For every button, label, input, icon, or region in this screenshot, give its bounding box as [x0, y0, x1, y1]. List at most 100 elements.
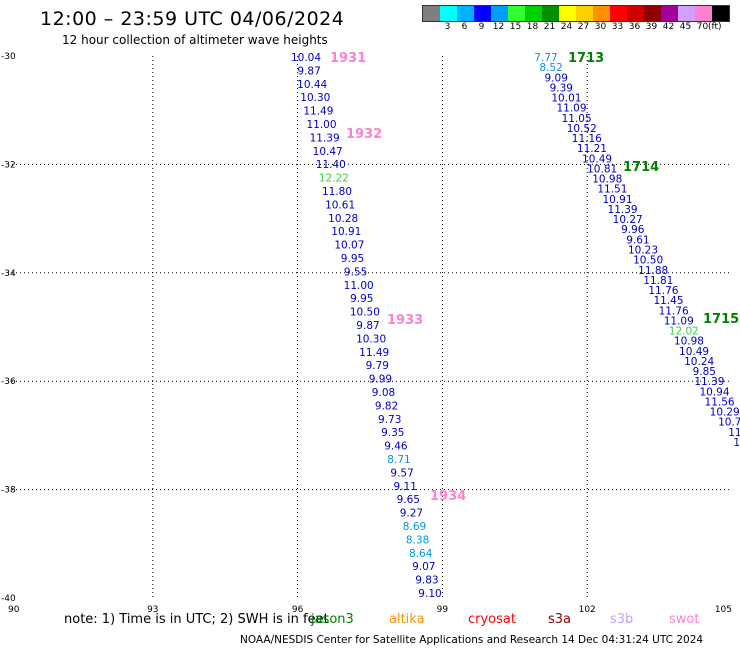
legend-label: 18 [526, 22, 539, 32]
legend-label: 27 [577, 22, 590, 32]
swh-value-label: 11.45 [653, 295, 683, 307]
swh-value-label: 10.49 [679, 346, 709, 358]
swh-value-label: 8.71 [387, 454, 410, 466]
swh-value-label: 11.21 [577, 143, 607, 155]
lon-tick-label: 93 [147, 605, 158, 615]
legend-label: 9 [478, 22, 485, 32]
swh-value-label: 10.30 [300, 92, 330, 104]
swh-value-label: 7.77 [534, 52, 557, 64]
swh-value-label: 9.95 [350, 293, 373, 305]
swh-value-label: 9.95 [341, 253, 364, 265]
swh-value-label: 10.61 [325, 199, 355, 211]
swh-value-label: 12.22 [319, 173, 349, 185]
swh-value-label: 9.08 [372, 387, 395, 399]
footer-credit: NOAA/NESDIS Center for Satellite Applica… [240, 634, 704, 646]
swh-value-label: 11.39 [608, 204, 638, 216]
swh-value-label: 11.16 [572, 133, 602, 145]
satellite-legend-item: s3b [610, 612, 634, 627]
pass-time-label: 1932 [346, 127, 382, 142]
lat-tick-label: -30 [1, 52, 16, 62]
swh-value-label: 10.91 [602, 194, 632, 206]
swh-value-label: 9.39 [550, 82, 573, 94]
swh-value-label: 10.49 [582, 153, 612, 165]
swh-value-label: 11.81 [643, 275, 673, 287]
legend-swatch [661, 6, 678, 21]
legend-label: 42 [662, 22, 675, 32]
page-title: 12:00 – 23:59 UTC 04/06/2024 [40, 8, 345, 30]
pass-time-label: 1713 [568, 51, 604, 66]
swh-value-label: 10.23 [628, 245, 658, 257]
satellite-legend-item: jason3 [311, 612, 354, 627]
satellite-legend-item: swot [669, 612, 700, 627]
swh-value-label: 10.29 [710, 407, 740, 419]
legend-label: 36 [628, 22, 641, 32]
swh-value-label: 9.85 [693, 366, 716, 378]
legend-swatch [457, 6, 474, 21]
lat-tick-label: -38 [1, 486, 16, 496]
legend-label: 24 [560, 22, 573, 32]
swh-value-label: 10.91 [331, 226, 361, 238]
swh-value-label: 9.46 [384, 441, 408, 453]
pass-time-label: 1931 [330, 51, 366, 66]
swh-value-label: 8.69 [403, 521, 426, 533]
legend-swatch [423, 6, 440, 21]
lon-tick-label: 96 [292, 605, 304, 615]
swh-value-label: 11.39 [310, 132, 340, 144]
swh-value-label: 9.87 [356, 320, 379, 332]
swh-value-label: 9.83 [415, 575, 438, 587]
lon-tick-label: 102 [579, 605, 596, 615]
swh-value-label: 9.73 [378, 414, 401, 426]
swh-value-label: 11.76 [648, 285, 678, 297]
legend-swatch [627, 6, 644, 21]
swh-value-label: 10.47 [313, 146, 343, 158]
legend-swatch [508, 6, 525, 21]
swh-value-label: 9.35 [381, 427, 404, 439]
lat-tick-label: -34 [1, 269, 16, 279]
swh-value-label: 10 [733, 437, 740, 449]
legend-label: 15 [509, 22, 522, 32]
legend-swatch [644, 6, 661, 21]
legend-swatch [695, 6, 712, 21]
wave-height-color-legend [422, 5, 730, 22]
swh-value-label: 10.50 [633, 255, 663, 267]
legend-swatch [440, 6, 457, 21]
pass-time-label: 1714 [623, 160, 659, 175]
legend-swatch [525, 6, 542, 21]
swh-value-label: 10.94 [699, 386, 729, 398]
legend-label: 21 [543, 22, 556, 32]
swh-value-label: 10.44 [297, 79, 327, 91]
swh-value-label: 9.09 [545, 72, 568, 84]
legend-label: 3 [444, 22, 451, 32]
legend-label: 30 [594, 22, 607, 32]
swh-value-label: 11.49 [359, 347, 389, 359]
swh-value-label: 11 [728, 427, 740, 439]
swh-value-label: 9.87 [297, 65, 320, 77]
swh-value-label: 11.49 [303, 106, 333, 118]
swh-value-label: 11.05 [562, 113, 592, 125]
swh-value-label: 10.27 [613, 214, 643, 226]
swh-value-label: 9.10 [418, 588, 441, 600]
swh-value-label: 9.96 [621, 224, 645, 236]
pass-time-label: 1934 [430, 489, 466, 504]
satellite-legend-item: s3a [548, 612, 572, 627]
swh-value-label: 10.98 [592, 174, 622, 186]
lat-tick-label: -32 [1, 160, 16, 170]
swh-value-label: 8.64 [409, 548, 433, 560]
pass-time-label: 1715 [703, 312, 739, 327]
swh-value-label: 10.81 [587, 163, 617, 175]
lat-tick-label: -36 [1, 377, 16, 387]
legend-swatch [610, 6, 627, 21]
legend-swatch [593, 6, 610, 21]
swh-value-label: 11.51 [597, 184, 627, 196]
lat-tick-label: -40 [1, 594, 16, 604]
swh-value-label: 10.04 [291, 52, 321, 64]
swh-value-label: 11.39 [694, 376, 724, 388]
legend-swatch [474, 6, 491, 21]
swh-value-label: 10.07 [334, 240, 364, 252]
lon-tick-label: 90 [8, 605, 20, 615]
swh-value-label: 10.50 [350, 307, 380, 319]
swh-value-label: 9.27 [400, 508, 423, 520]
swh-value-label: 12.02 [669, 326, 699, 338]
pass-time-label: 1933 [387, 313, 423, 328]
swh-value-label: 11.76 [659, 305, 689, 317]
